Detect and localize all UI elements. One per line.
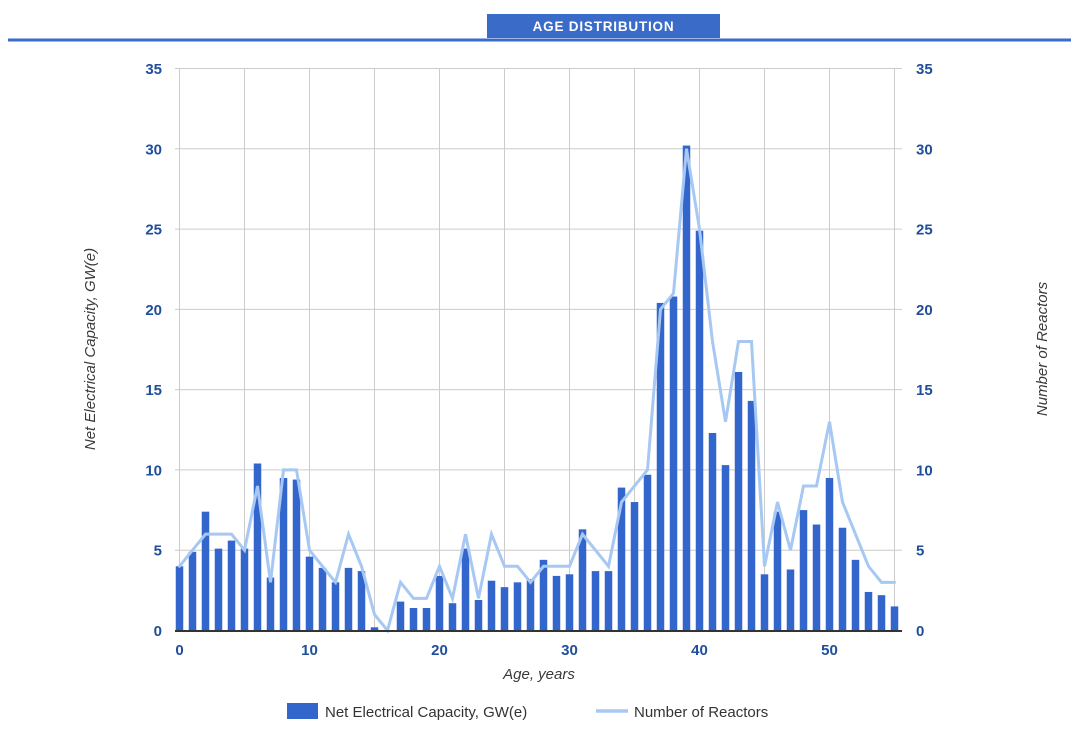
right-tick-10: 10 — [916, 462, 933, 479]
capacity-bar-age-51 — [838, 527, 847, 631]
capacity-bar-age-6 — [253, 463, 262, 631]
capacity-bar-age-24 — [487, 580, 496, 631]
capacity-bar-age-32 — [591, 571, 600, 631]
right-tick-0: 0 — [916, 623, 924, 640]
capacity-bar-age-18 — [409, 608, 418, 631]
capacity-bar-age-10 — [305, 556, 314, 631]
header-divider — [8, 38, 1071, 42]
x-tick-30: 30 — [561, 642, 578, 659]
right-tick-25: 25 — [916, 222, 933, 239]
capacity-bar-age-17 — [396, 601, 405, 631]
x-tick-10: 10 — [301, 642, 318, 659]
right-tick-35: 35 — [916, 61, 933, 78]
right-axis-tick-labels: 0 5 10 15 20 25 30 35 — [916, 61, 933, 640]
capacity-bar-age-4 — [227, 540, 236, 631]
left-tick-15: 15 — [145, 382, 162, 399]
right-tick-5: 5 — [916, 543, 924, 560]
reactors-polyline — [178, 148, 896, 634]
capacity-bar-age-50 — [825, 477, 834, 631]
capacity-bar-age-3 — [214, 548, 223, 631]
capacity-bar-age-42 — [721, 465, 730, 631]
legend-label-reactors: Number of Reactors — [634, 704, 768, 721]
right-tick-15: 15 — [916, 382, 933, 399]
right-axis-title: Number of Reactors — [1034, 281, 1051, 416]
x-tick-0: 0 — [175, 642, 183, 659]
capacity-bar-age-13 — [344, 567, 353, 631]
capacity-bar-age-19 — [422, 608, 431, 631]
capacity-bar-age-47 — [786, 569, 795, 631]
capacity-bar-age-49 — [812, 524, 821, 631]
x-axis-tick-labels: 0 10 20 30 40 50 — [175, 642, 838, 659]
capacity-bar-age-45 — [760, 574, 769, 631]
capacity-bar-age-2 — [201, 511, 210, 631]
left-tick-20: 20 — [145, 302, 162, 319]
x-tick-50: 50 — [821, 642, 838, 659]
capacity-bar-age-33 — [604, 571, 613, 631]
capacity-bar-age-35 — [630, 502, 639, 631]
capacity-bar-age-5 — [240, 548, 249, 631]
capacity-bar-age-14 — [357, 571, 366, 631]
capacity-bar-age-1 — [188, 551, 197, 631]
capacity-bar-age-34 — [617, 487, 626, 631]
capacity-bar-age-30 — [565, 574, 574, 631]
capacity-bar-age-39 — [682, 145, 691, 631]
capacity-bar-age-11 — [318, 567, 327, 631]
capacity-bar-age-43 — [734, 371, 743, 631]
capacity-bar-age-21 — [448, 603, 457, 631]
capacity-bar-age-12 — [331, 582, 340, 631]
left-tick-30: 30 — [145, 141, 162, 158]
capacity-bar-age-41 — [708, 432, 717, 631]
left-tick-35: 35 — [145, 61, 162, 78]
capacity-bar-age-26 — [513, 582, 522, 631]
x-axis-title: Age, years — [502, 666, 575, 683]
capacity-bar-age-22 — [461, 548, 470, 631]
capacity-bar-age-27 — [526, 579, 535, 631]
capacity-bar-age-8 — [279, 477, 288, 631]
capacity-bar-age-54 — [877, 595, 886, 631]
capacity-bar-age-40 — [695, 230, 704, 631]
title-banner — [487, 14, 720, 38]
x-tick-40: 40 — [691, 642, 708, 659]
left-tick-25: 25 — [145, 222, 162, 239]
capacity-bar-age-53 — [864, 591, 873, 631]
capacity-bar-age-28 — [539, 559, 548, 631]
capacity-bar-age-20 — [435, 575, 444, 631]
capacity-bar-age-25 — [500, 587, 509, 631]
left-tick-10: 10 — [145, 462, 162, 479]
capacity-bar-age-15 — [370, 627, 379, 631]
capacity-bar-age-44 — [747, 400, 756, 631]
capacity-bar-age-23 — [474, 599, 483, 631]
capacity-bar-age-48 — [799, 510, 808, 631]
left-tick-0: 0 — [154, 623, 162, 640]
capacity-bar-age-38 — [669, 296, 678, 631]
page-title: AGE DISTRIBUTION — [533, 19, 675, 34]
capacity-bar-age-37 — [656, 302, 665, 631]
capacity-swatch-icon — [287, 703, 318, 719]
capacity-bar-age-7 — [266, 577, 275, 631]
left-tick-5: 5 — [154, 543, 162, 560]
capacity-bar-age-0 — [175, 566, 184, 631]
left-axis-title: Net Electrical Capacity, GW(e) — [82, 248, 99, 450]
legend-label-capacity: Net Electrical Capacity, GW(e) — [325, 704, 527, 721]
right-tick-30: 30 — [916, 141, 933, 158]
capacity-bar-age-9 — [292, 479, 301, 631]
capacity-bar-age-36 — [643, 474, 652, 631]
capacity-bar-age-52 — [851, 559, 860, 631]
left-axis-tick-labels: 0 5 10 15 20 25 30 35 — [145, 61, 162, 640]
capacity-bar-age-29 — [552, 575, 561, 631]
capacity-bar-age-31 — [578, 529, 587, 631]
capacity-bars — [175, 145, 899, 631]
capacity-bar-age-55 — [890, 606, 899, 631]
capacity-bar-age-46 — [773, 511, 782, 631]
legend: Net Electrical Capacity, GW(e) Number of… — [287, 703, 768, 721]
right-tick-20: 20 — [916, 302, 933, 319]
reactors-line — [178, 148, 896, 634]
x-tick-20: 20 — [431, 642, 448, 659]
